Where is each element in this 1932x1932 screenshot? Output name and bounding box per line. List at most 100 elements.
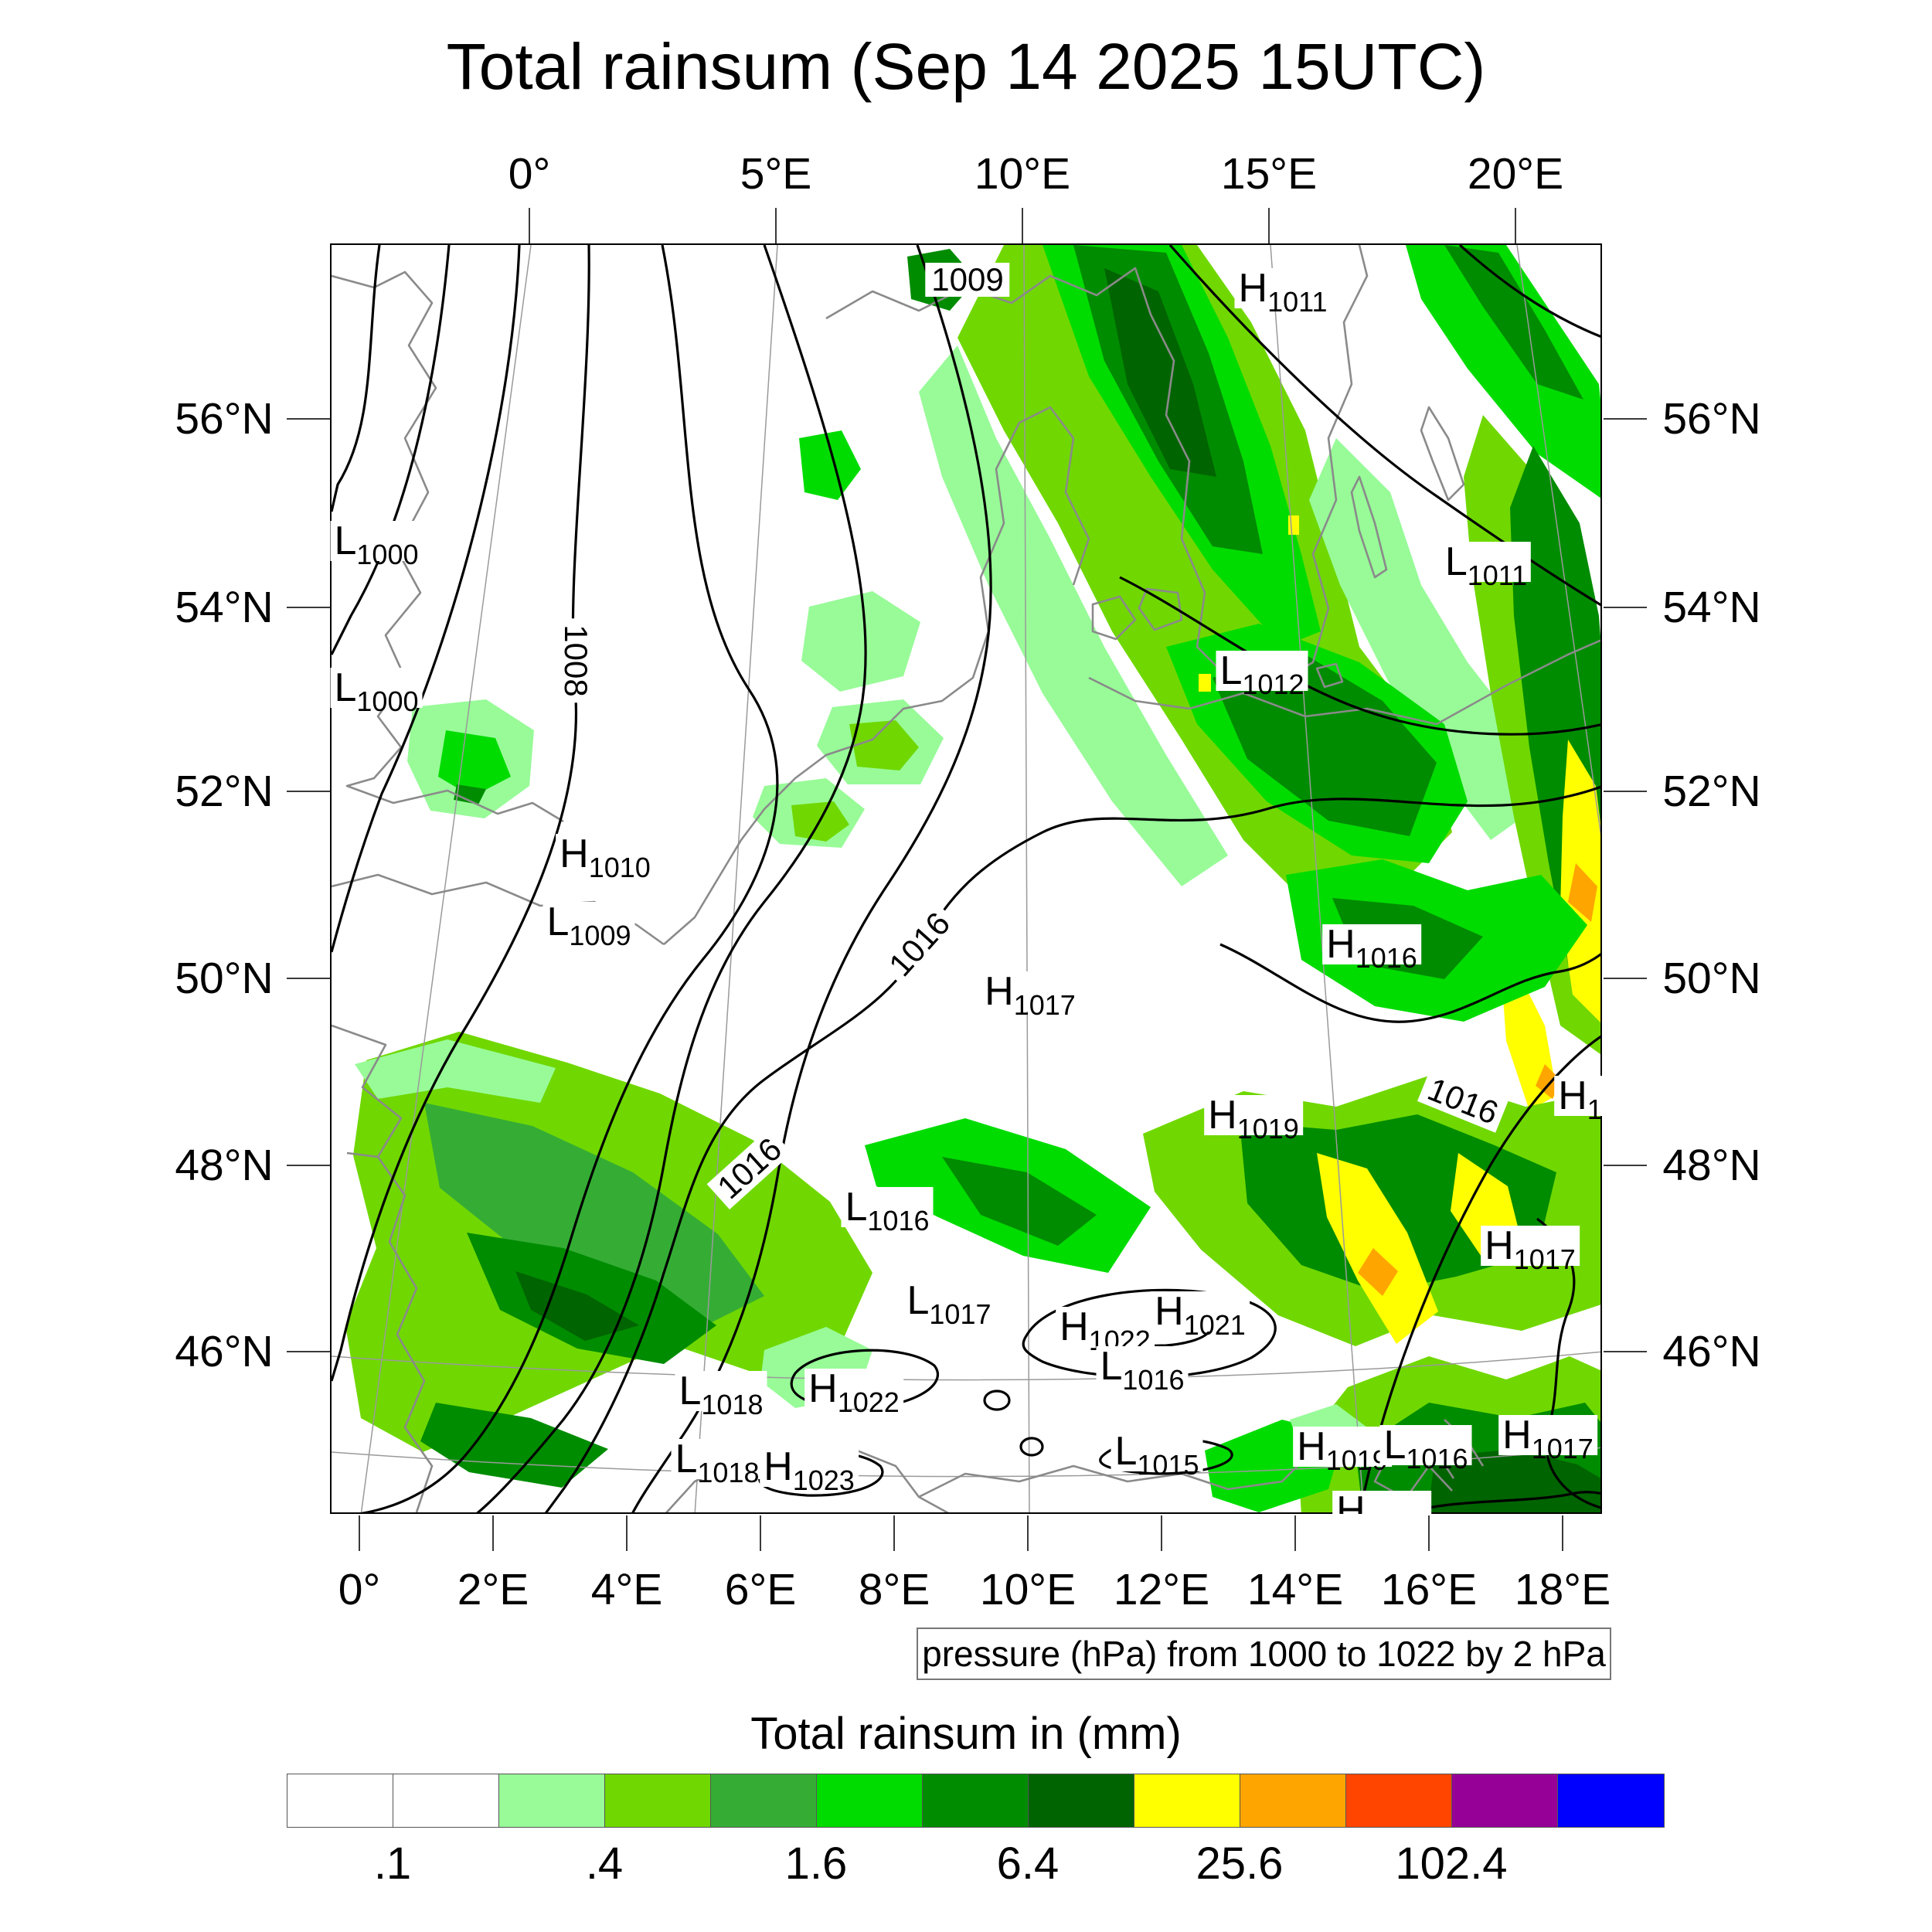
graticule-line [1516, 245, 1600, 836]
lon-tick-top [1515, 208, 1516, 243]
rain-area [1288, 515, 1299, 535]
coastline [1315, 662, 1344, 689]
lon-label-bottom: 14°E [1247, 1565, 1344, 1614]
rain-area [1317, 1153, 1438, 1344]
lon-label-top: 20°E [1467, 149, 1564, 199]
graticule-line [332, 1351, 1600, 1381]
colorbar-cell [1134, 1774, 1240, 1827]
coastline [663, 406, 1090, 945]
coastline [332, 270, 564, 823]
lat-label-right: 48°N [1662, 1141, 1761, 1190]
rain-area [355, 1039, 556, 1103]
lon-label-bottom: 16°E [1380, 1565, 1478, 1614]
lat-tick-left [287, 978, 330, 979]
coastline [825, 245, 1369, 687]
isobar-line [1403, 1491, 1600, 1512]
colorbar-cell [923, 1774, 1029, 1827]
lat-label-left: 48°N [175, 1141, 274, 1190]
isobar-line [1168, 245, 1600, 607]
isobar-line [332, 245, 451, 655]
lon-tick-bottom [760, 1515, 761, 1551]
lon-label-top: 5°E [740, 149, 812, 199]
map-canvas [330, 243, 1602, 1514]
rain-area [799, 430, 861, 500]
colorbar-cell [1558, 1774, 1664, 1827]
lon-label-bottom: 8°E [858, 1565, 930, 1614]
isobar-line [1458, 245, 1600, 338]
colorbar-cell [499, 1774, 605, 1827]
colorbar-cell [393, 1774, 499, 1827]
lon-tick-top [775, 208, 777, 243]
isobar-line [1119, 576, 1600, 736]
lon-tick-bottom [1428, 1515, 1430, 1551]
lat-label-left: 50°N [175, 954, 274, 1003]
isobar-line [871, 1191, 902, 1216]
lon-label-bottom: 6°E [724, 1565, 797, 1614]
colorbar-tick-label: .4 [585, 1838, 624, 1889]
lat-label-left: 56°N [175, 394, 274, 444]
lon-tick-bottom [893, 1515, 895, 1551]
rain-area [849, 720, 919, 770]
isobar-line [1094, 1311, 1213, 1347]
coastline [665, 1449, 950, 1512]
rain-area [420, 1403, 608, 1488]
lon-tick-bottom [1294, 1515, 1296, 1551]
colorbar [287, 1774, 1665, 1828]
pressure-caption-text: pressure (hPa) from 1000 to 1022 by 2 hP… [922, 1634, 1606, 1674]
lon-label-bottom: 2°E [457, 1565, 529, 1614]
lat-label-right: 56°N [1662, 394, 1761, 444]
colorbar-cell [1346, 1774, 1452, 1827]
isobar-line [1019, 1437, 1044, 1457]
lon-label-bottom: 12°E [1113, 1565, 1210, 1614]
lon-label-bottom: 18°E [1514, 1565, 1611, 1614]
lat-tick-right [1604, 607, 1647, 608]
rain-area [907, 249, 977, 311]
lon-label-top: 10°E [974, 149, 1071, 199]
lon-tick-bottom [1562, 1515, 1563, 1551]
isobar-line [360, 245, 779, 1512]
isobar-line [476, 245, 867, 1512]
lat-label-left: 54°N [175, 583, 274, 632]
coastline [332, 1024, 403, 1158]
rain-area [919, 345, 1228, 886]
lat-label-left: 52°N [175, 767, 274, 816]
lat-tick-right [1604, 1351, 1647, 1352]
rain-area [1568, 863, 1597, 922]
lat-tick-left [287, 791, 330, 792]
colorbar-tick-label: .1 [373, 1838, 412, 1889]
lon-tick-top [1022, 208, 1023, 243]
colorbar-cell [1452, 1774, 1558, 1827]
rain-area [1536, 1064, 1560, 1099]
isobar-line [332, 245, 590, 1382]
lon-tick-top [1268, 208, 1270, 243]
rain-area [942, 1157, 1097, 1246]
colorbar-tick-label: 102.4 [1395, 1838, 1508, 1889]
rain-area [454, 784, 486, 804]
lat-label-right: 50°N [1662, 954, 1761, 1003]
isobar-line [902, 1214, 916, 1226]
lon-label-bottom: 0° [338, 1565, 381, 1614]
rain-area [1444, 245, 1583, 400]
graticule-line [360, 245, 532, 1512]
lat-label-right: 54°N [1662, 583, 1761, 632]
rain-area [1104, 268, 1216, 477]
rain-area [1309, 438, 1545, 840]
lon-tick-bottom [492, 1515, 494, 1551]
lon-tick-bottom [626, 1515, 628, 1551]
colorbar-tick-label: 25.6 [1196, 1838, 1284, 1889]
lat-tick-left [287, 1351, 330, 1352]
pressure-caption: pressure (hPa) from 1000 to 1022 by 2 hP… [917, 1628, 1611, 1680]
lat-label-right: 52°N [1662, 767, 1761, 816]
colorbar-cell [817, 1774, 923, 1827]
colorbar-tick-label: 1.6 [784, 1838, 848, 1889]
colorbar-tick-label: 6.4 [996, 1838, 1060, 1889]
lat-tick-right [1604, 978, 1647, 979]
rain-area [1358, 1248, 1398, 1296]
rain-area [515, 1271, 639, 1341]
isobar-line [983, 1389, 1011, 1411]
coastline [1420, 406, 1465, 502]
lat-label-left: 46°N [175, 1327, 274, 1376]
lat-label-right: 46°N [1662, 1327, 1761, 1376]
lat-tick-right [1604, 791, 1647, 792]
